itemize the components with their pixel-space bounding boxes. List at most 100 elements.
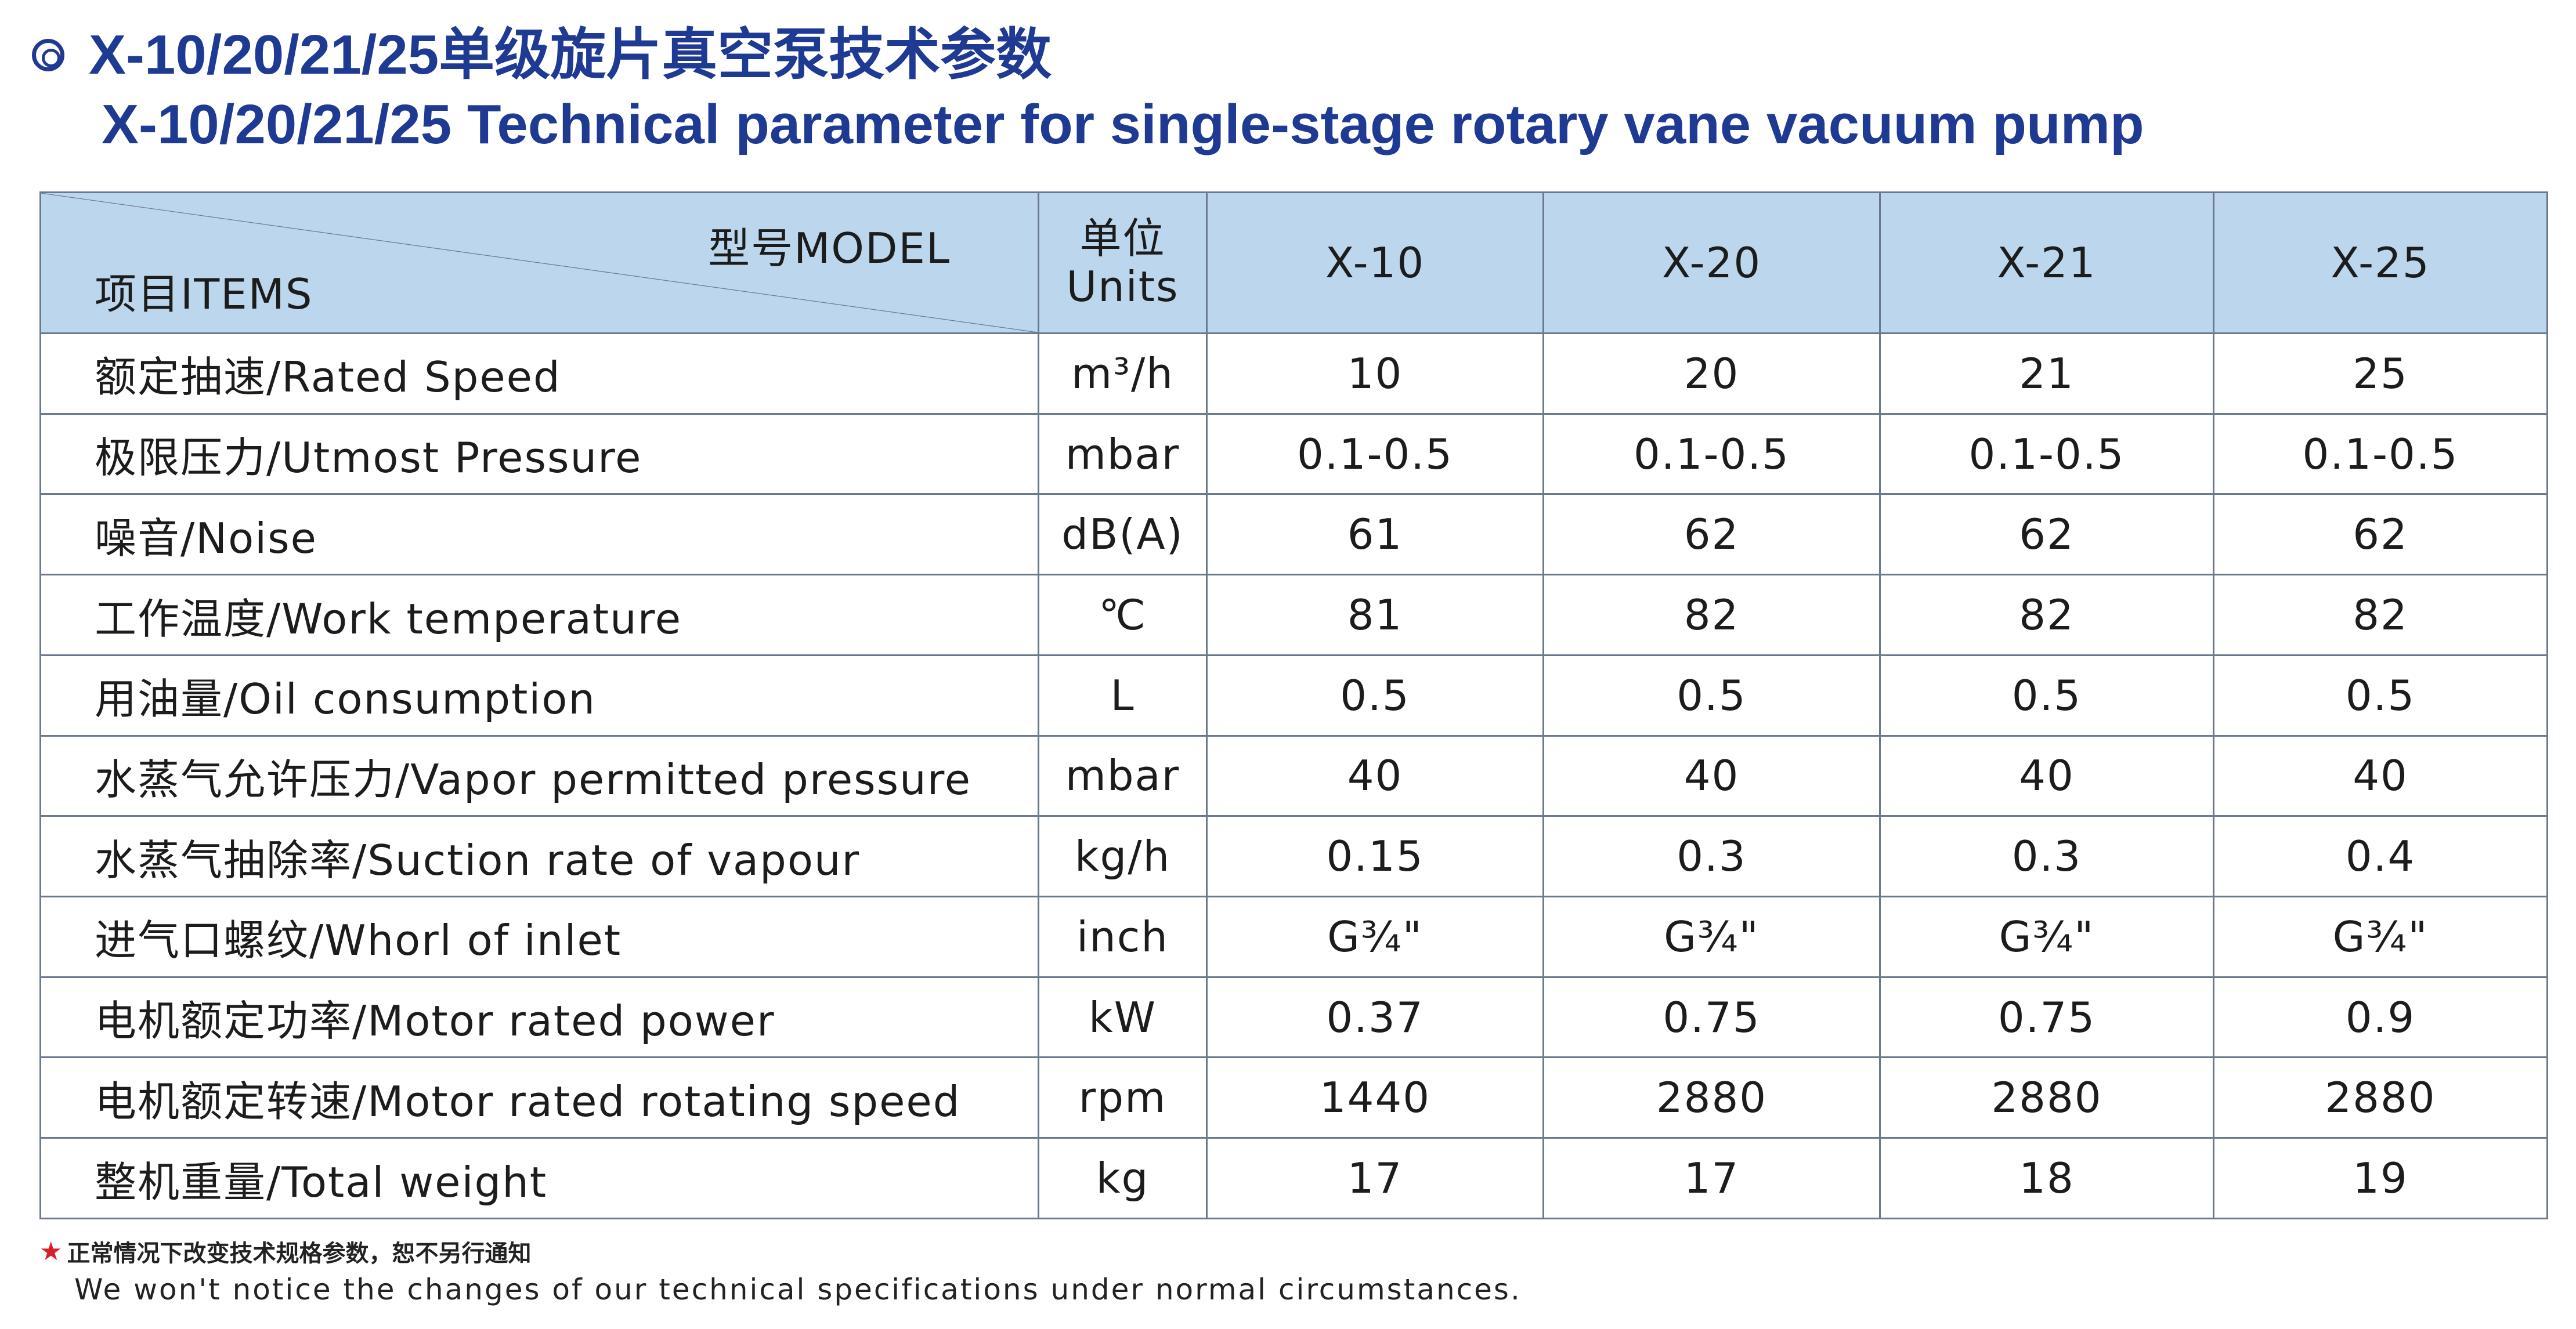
units-header-cn: 单位 <box>1079 214 1166 263</box>
row-unit: kW <box>1038 976 1208 1059</box>
row-item-label: 极限压力/Utmost Pressure <box>39 412 1039 495</box>
model-header: X-21 <box>1879 191 2214 334</box>
value-cell: 62 <box>1879 493 2214 576</box>
units-header-en: Units <box>1066 262 1179 311</box>
value-cell: G¾" <box>2213 896 2548 978</box>
star-icon: ★ <box>39 1236 63 1266</box>
value-cell: 0.37 <box>1206 976 1544 1059</box>
table-row: 电机额定转速/Motor rated rotating speed rpm 1440… <box>39 1056 2548 1139</box>
row-item-label: 电机额定功率/Motor rated power <box>39 976 1039 1059</box>
value-cell: 82 <box>1879 574 2214 656</box>
table-row: 电机额定功率/Motor rated power kW 0.37 0.75 0.75 0.… <box>39 976 2548 1059</box>
row-item-label: 进气口螺纹/Whorl of inlet <box>39 896 1039 978</box>
value-cell: 62 <box>2213 493 2548 576</box>
value-cell: 0.1-0.5 <box>1879 412 2214 495</box>
row-unit: inch <box>1038 896 1208 978</box>
row-unit: mbar <box>1038 412 1208 495</box>
value-cell: G¾" <box>1206 896 1544 978</box>
value-cell: 0.5 <box>1879 654 2214 737</box>
corner-items-label: 项目ITEMS <box>95 270 313 318</box>
row-item-label: 噪音/Noise <box>39 493 1039 576</box>
row-item-label: 用油量/Oil consumption <box>39 654 1039 737</box>
value-cell: 25 <box>2213 332 2548 415</box>
model-header: X-20 <box>1542 191 1881 334</box>
footnote-cn-line: ★ 正常情况下改变技术规格参数，恕不另行通知 <box>39 1234 1522 1268</box>
row-unit: kg/h <box>1038 815 1208 898</box>
value-cell: 62 <box>1542 493 1881 576</box>
footnote-cn: 正常情况下改变技术规格参数，恕不另行通知 <box>67 1240 532 1267</box>
title-cn-line: X-10/20/21/25单级旋片真空泵技术参数 <box>32 23 2144 87</box>
units-header: 单位 Units <box>1038 191 1208 334</box>
row-unit: mbar <box>1038 734 1208 817</box>
value-cell: 0.5 <box>1206 654 1544 737</box>
value-cell: 40 <box>1206 734 1544 817</box>
table-row: 水蒸气允许压力/Vapor permitted pressure mbar 40 40… <box>39 734 2548 817</box>
table-row: 极限压力/Utmost Pressure mbar 0.1-0.5 0.1-0.5 0.… <box>39 412 2548 495</box>
corner-header-cell: 型号MODEL 项目ITEMS <box>39 191 1039 334</box>
header-row: 型号MODEL 项目ITEMS 单位 Units X-10 X-20 X-21 … <box>39 191 2548 334</box>
footnote-en: We won't notice the changes of our techn… <box>74 1273 1522 1306</box>
footnote: ★ 正常情况下改变技术规格参数，恕不另行通知 We won't notice t… <box>39 1234 1522 1307</box>
value-cell: 0.9 <box>2213 976 2548 1059</box>
value-cell: 2880 <box>2213 1056 2548 1139</box>
value-cell: 0.5 <box>1542 654 1881 737</box>
diagonal-line <box>41 193 1038 332</box>
double-circle-bullet-icon <box>32 39 64 72</box>
row-item-label: 水蒸气允许压力/Vapor permitted pressure <box>39 734 1039 817</box>
value-cell: 0.1-0.5 <box>2213 412 2548 495</box>
value-cell: 0.5 <box>2213 654 2548 737</box>
table-row: 水蒸气抽除率/Suction rate of vapour kg/h 0.15 0.3… <box>39 815 2548 898</box>
row-item-label: 额定抽速/Rated Speed <box>39 332 1039 415</box>
row-unit: m³/h <box>1038 332 1208 415</box>
value-cell: 10 <box>1206 332 1544 415</box>
value-cell: 40 <box>2213 734 2548 817</box>
table-row: 用油量/Oil consumption L 0.5 0.5 0.5 0.5 <box>39 654 2548 737</box>
value-cell: G¾" <box>1542 896 1881 978</box>
table-row: 整机重量/Total weight kg 17 17 18 19 <box>39 1137 2548 1219</box>
value-cell: 61 <box>1206 493 1544 576</box>
value-cell: 17 <box>1542 1137 1881 1219</box>
value-cell: 82 <box>2213 574 2548 656</box>
spec-table: 型号MODEL 项目ITEMS 单位 Units X-10 X-20 X-21 … <box>39 191 2548 1219</box>
row-unit: ℃ <box>1038 574 1208 656</box>
value-cell: 0.15 <box>1206 815 1544 898</box>
table-row: 额定抽速/Rated Speed m³/h 10 20 21 25 <box>39 332 2548 415</box>
table-row: 噪音/Noise dB(A) 61 62 62 62 <box>39 493 2548 576</box>
model-header: X-25 <box>2213 191 2548 334</box>
row-item-label: 水蒸气抽除率/Suction rate of vapour <box>39 815 1039 898</box>
value-cell: 82 <box>1542 574 1881 656</box>
row-unit: kg <box>1038 1137 1208 1219</box>
value-cell: 2880 <box>1879 1056 2214 1139</box>
value-cell: 18 <box>1879 1137 2214 1219</box>
value-cell: 21 <box>1879 332 2214 415</box>
title-block: X-10/20/21/25单级旋片真空泵技术参数 X-10/20/21/25 T… <box>32 23 2144 157</box>
value-cell: 0.3 <box>1879 815 2214 898</box>
value-cell: 2880 <box>1542 1056 1881 1139</box>
row-unit: rpm <box>1038 1056 1208 1139</box>
value-cell: 0.1-0.5 <box>1206 412 1544 495</box>
row-item-label: 工作温度/Work temperature <box>39 574 1039 656</box>
value-cell: 17 <box>1206 1137 1544 1219</box>
value-cell: 40 <box>1542 734 1881 817</box>
title-en: X-10/20/21/25 Technical parameter for si… <box>102 93 2144 156</box>
row-unit: dB(A) <box>1038 493 1208 576</box>
value-cell: 40 <box>1879 734 2214 817</box>
value-cell: G¾" <box>1879 896 2214 978</box>
value-cell: 0.3 <box>1542 815 1881 898</box>
value-cell: 20 <box>1542 332 1881 415</box>
value-cell: 0.75 <box>1542 976 1881 1059</box>
value-cell: 0.4 <box>2213 815 2548 898</box>
row-item-label: 电机额定转速/Motor rated rotating speed <box>39 1056 1039 1139</box>
value-cell: 0.75 <box>1879 976 2214 1059</box>
row-item-label: 整机重量/Total weight <box>39 1137 1039 1219</box>
value-cell: 1440 <box>1206 1056 1544 1139</box>
value-cell: 81 <box>1206 574 1544 656</box>
corner-model-label: 型号MODEL <box>708 224 951 273</box>
table-row: 工作温度/Work temperature ℃ 81 82 82 82 <box>39 574 2548 656</box>
row-unit: L <box>1038 654 1208 737</box>
value-cell: 19 <box>2213 1137 2548 1219</box>
model-header: X-10 <box>1206 191 1544 334</box>
value-cell: 0.1-0.5 <box>1542 412 1881 495</box>
table-row: 进气口螺纹/Whorl of inlet inch G¾" G¾" G¾" G¾" <box>39 896 2548 978</box>
title-cn: X-10/20/21/25单级旋片真空泵技术参数 <box>89 24 1052 86</box>
